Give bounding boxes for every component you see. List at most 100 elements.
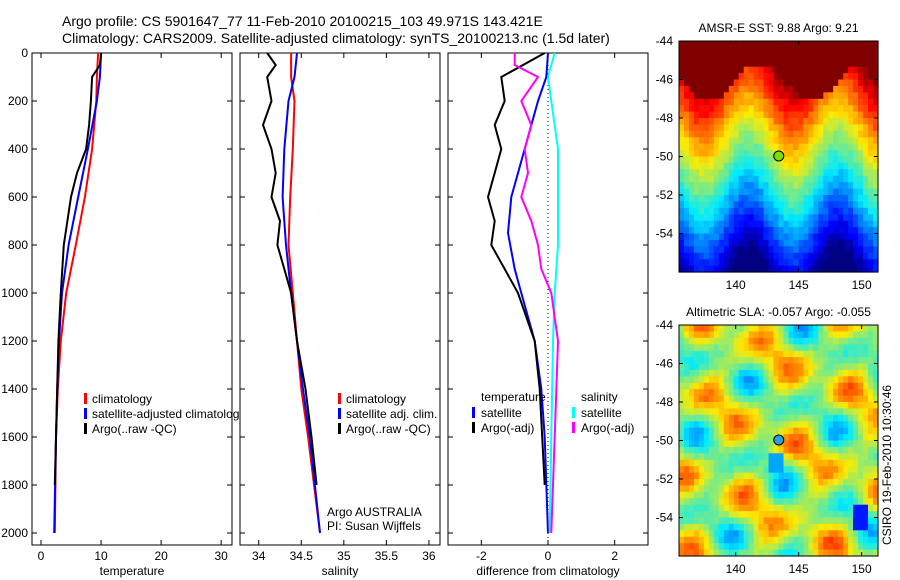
map-cell	[733, 201, 740, 209]
map-cell	[763, 408, 770, 416]
map-cell	[693, 47, 700, 55]
map-cell	[853, 79, 859, 87]
map-cell	[689, 60, 695, 68]
map-cell	[783, 536, 790, 544]
map-cell	[808, 382, 814, 390]
map-cell	[733, 233, 740, 241]
map-cell	[798, 402, 804, 409]
map-cell	[798, 446, 804, 454]
map-cell	[689, 350, 695, 358]
map-cell	[718, 369, 725, 377]
map-cell	[818, 408, 824, 416]
map-cell	[813, 440, 819, 448]
map-cell	[768, 543, 775, 551]
map-cell	[773, 408, 780, 416]
map-cell	[728, 79, 735, 87]
map-cell	[689, 66, 695, 74]
map-cell	[843, 472, 849, 480]
map-cell	[773, 395, 780, 403]
map-cell	[853, 233, 859, 241]
map-cell	[808, 414, 814, 422]
map-cell	[738, 195, 745, 202]
map-cell	[873, 459, 879, 467]
map-cell	[763, 239, 770, 247]
map-cell	[868, 111, 874, 119]
map-cell	[778, 536, 785, 544]
map-cell	[743, 195, 750, 202]
map-cell	[858, 233, 864, 241]
map-cell	[778, 427, 785, 435]
map-cell	[708, 504, 715, 512]
map-cell	[848, 143, 854, 151]
map-cell	[793, 265, 799, 273]
legend-label: Argo(..raw -QC)	[346, 422, 431, 436]
map-cell	[858, 453, 864, 461]
map-cell	[763, 357, 770, 365]
map-cell	[798, 85, 804, 93]
map-cell	[868, 504, 874, 512]
map-cell	[843, 66, 849, 74]
map-cell	[748, 246, 755, 254]
map-cell	[723, 207, 730, 215]
map-cell	[723, 472, 730, 480]
map-cell	[793, 195, 799, 202]
map-cell	[693, 337, 700, 345]
map-cell	[788, 201, 795, 209]
map-cell	[708, 376, 715, 384]
map-cell	[823, 479, 829, 486]
map-cell	[788, 220, 795, 228]
series-climatology	[287, 53, 321, 534]
map-cell	[733, 523, 740, 531]
map-cell	[843, 504, 849, 512]
map-cell	[833, 331, 839, 339]
map-cell	[718, 421, 725, 429]
map-cell	[723, 118, 730, 125]
map-cell	[763, 434, 770, 442]
map-cell	[853, 421, 859, 429]
map-cell	[733, 491, 740, 499]
map-cell	[713, 41, 720, 48]
map-cell	[758, 357, 765, 365]
map-cell	[833, 259, 839, 267]
map-cell	[803, 92, 809, 100]
map-cell	[684, 389, 690, 397]
map-cell	[803, 265, 809, 273]
map-cell	[748, 118, 755, 125]
map-cell	[818, 350, 824, 358]
map-cell	[728, 337, 735, 345]
map-cell	[703, 182, 710, 190]
map-cell	[713, 98, 720, 106]
map-cell	[773, 60, 780, 68]
map-cell	[838, 376, 844, 384]
map-cell	[803, 511, 809, 519]
map-cell	[713, 543, 720, 551]
map-cell	[698, 105, 705, 113]
map-cell	[863, 504, 869, 512]
map-cell	[738, 549, 745, 557]
map-cell	[693, 156, 700, 164]
map-cell	[868, 523, 874, 531]
map-cell	[863, 137, 869, 145]
map-cell	[818, 182, 824, 190]
map-cell	[778, 259, 785, 267]
map-cell	[793, 130, 799, 138]
map-cell	[718, 79, 725, 87]
map-cell	[833, 207, 839, 215]
map-cell	[868, 92, 874, 100]
map-cell	[833, 517, 839, 525]
map-cell	[748, 536, 755, 544]
map-cell	[833, 156, 839, 164]
map-cell	[843, 523, 849, 531]
map-cell	[738, 169, 745, 177]
map-cell	[853, 201, 859, 209]
map-cell	[873, 111, 879, 119]
map-cell	[808, 491, 814, 499]
map-cell	[758, 536, 765, 544]
map-cell	[793, 259, 799, 267]
map-cell	[738, 357, 745, 365]
map-cell	[863, 188, 869, 196]
map-cell	[838, 369, 844, 377]
map-cell	[848, 440, 854, 448]
legend-label: Argo(..raw -QC)	[92, 422, 177, 436]
map-cell	[863, 169, 869, 177]
